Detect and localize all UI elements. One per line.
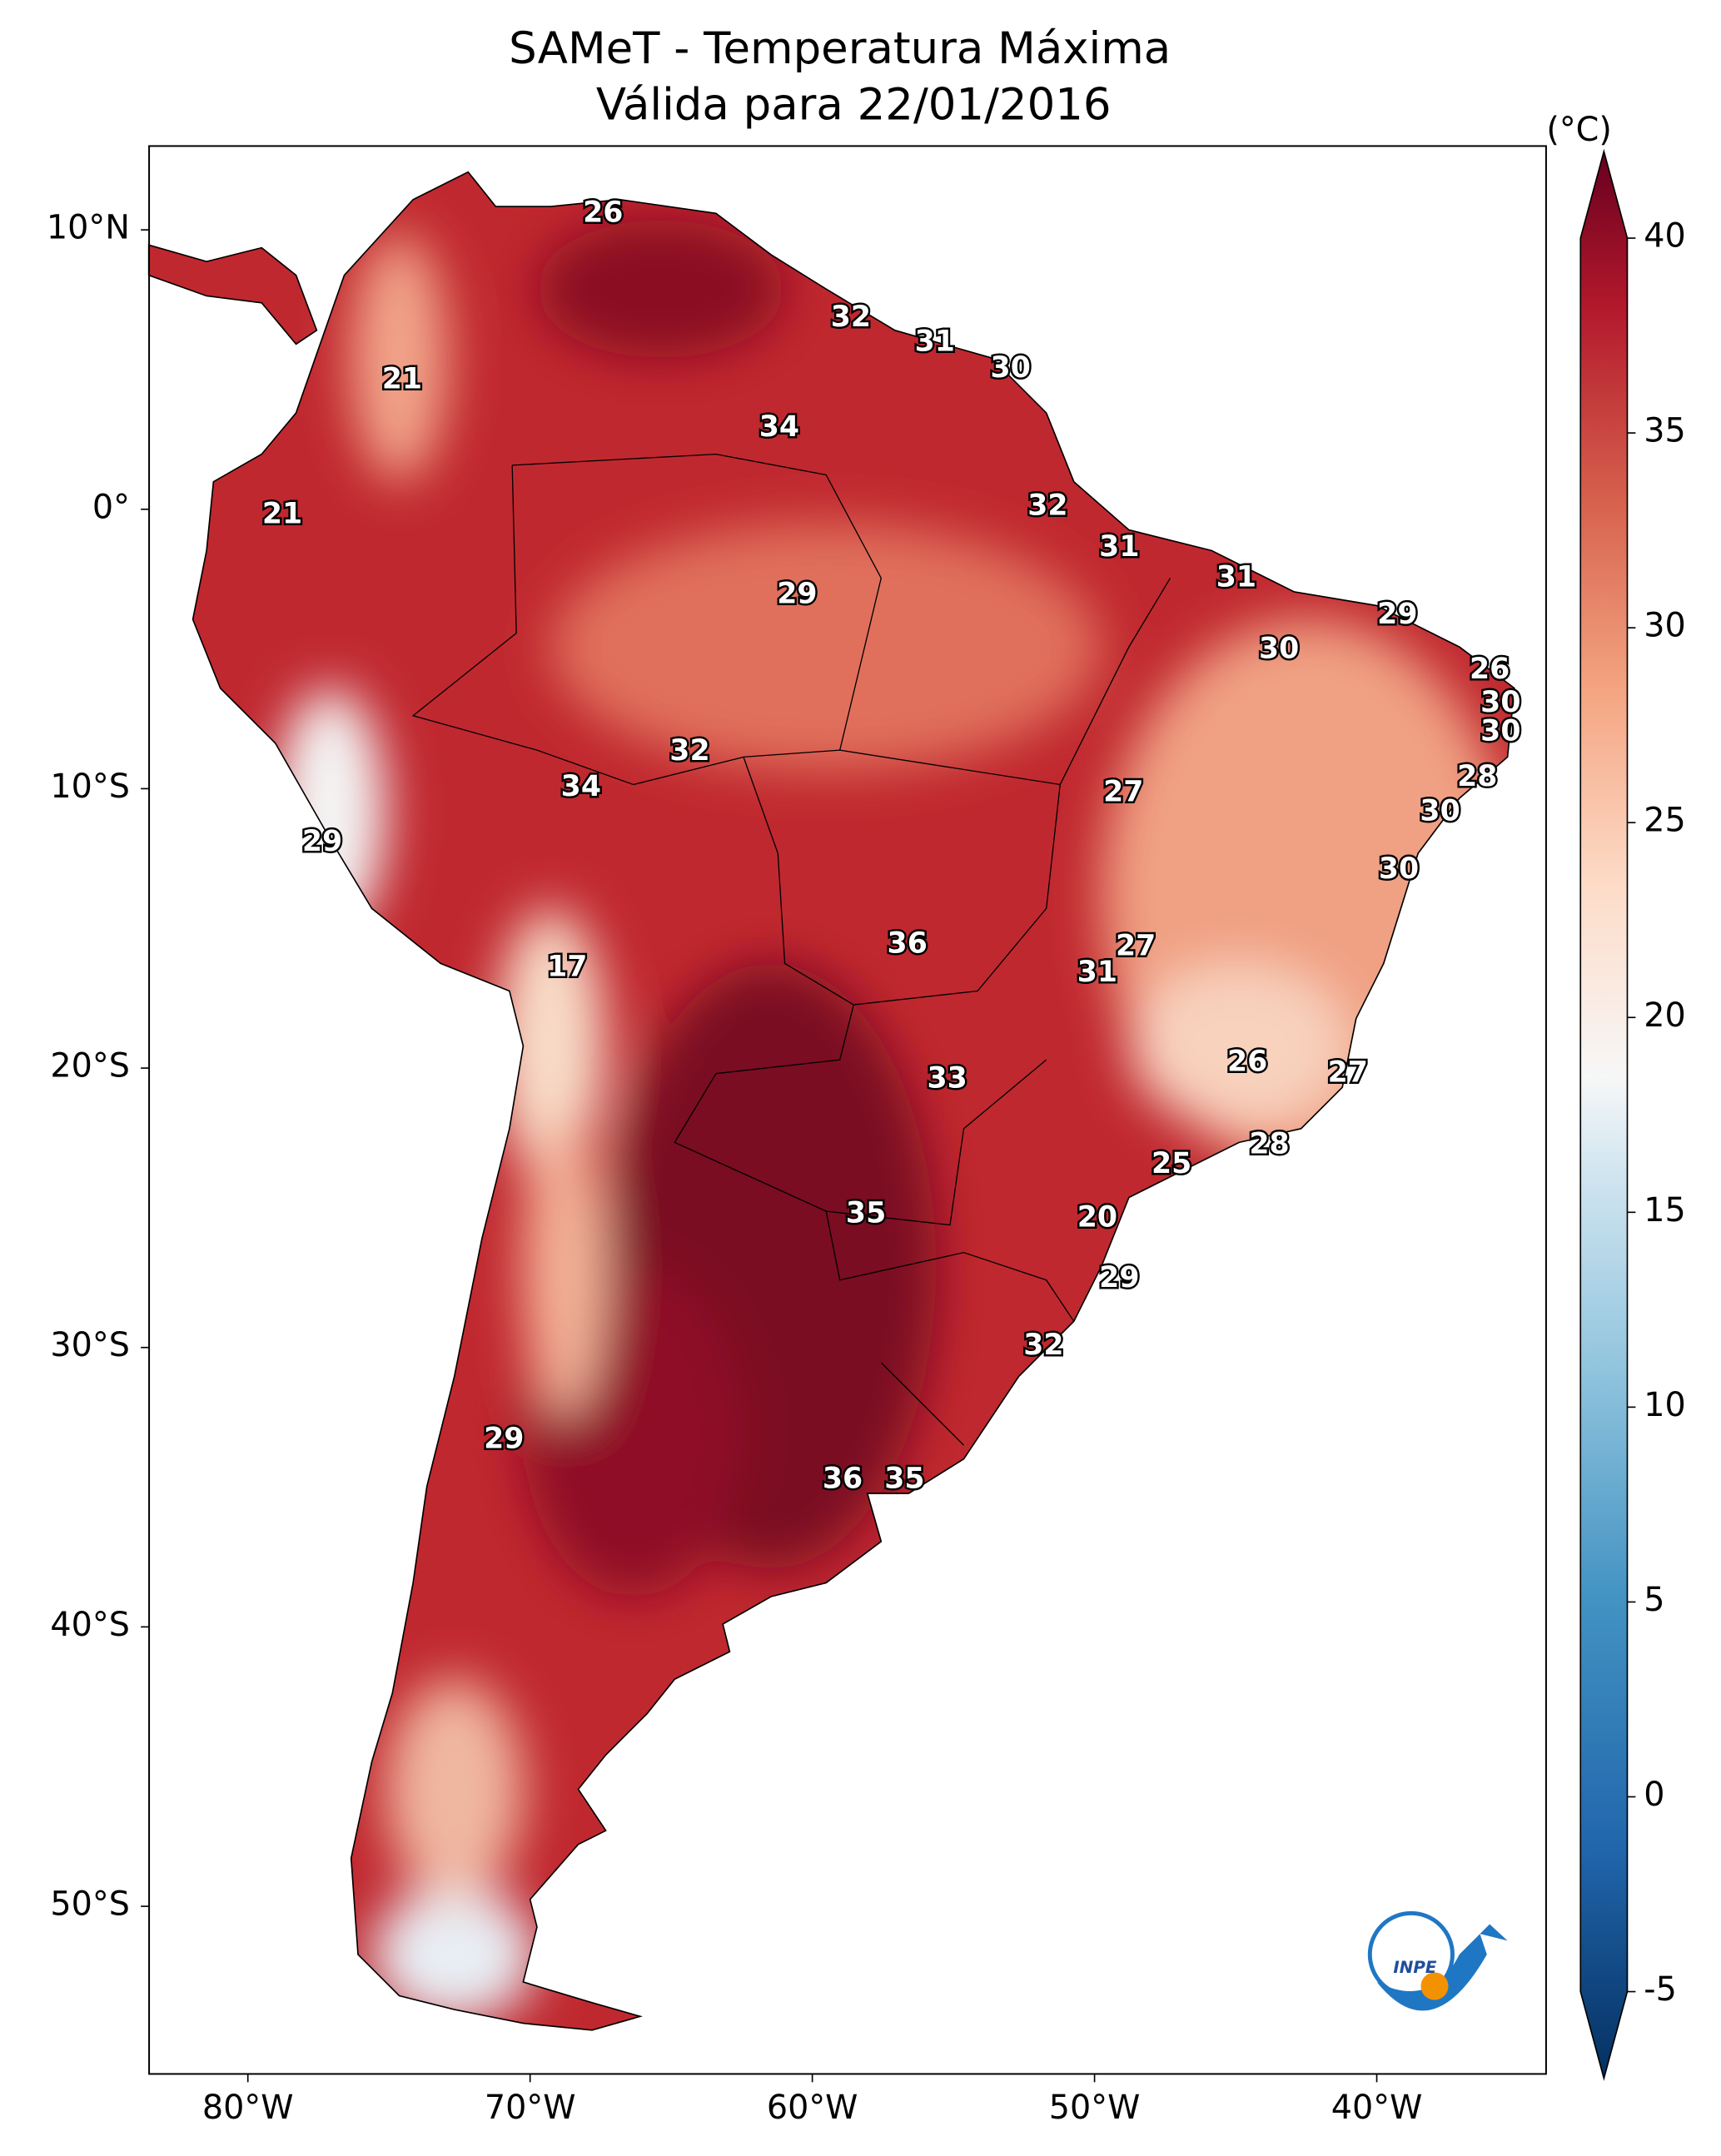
contour-label: 32 [1023,1329,1063,1362]
colorbar-tick-label: 35 [1644,412,1685,450]
contour-label: 27 [1116,930,1156,963]
y-tick-label: 20°S [50,1047,130,1085]
contour-label: 31 [915,325,955,359]
contour-label: 35 [884,1462,924,1495]
colorbar-tick-label: 5 [1644,1581,1664,1619]
x-tick-label: 50°W [1049,2089,1141,2127]
contour-label: 30 [991,351,1031,385]
contour-label: 17 [547,950,587,983]
y-tick-label: 30°S [50,1326,130,1364]
contour-label: 33 [928,1061,967,1095]
inpe-logo: INPE [1367,1910,1508,2011]
x-tick-label: 80°W [202,2089,294,2127]
y-tick-label: 10°S [50,768,130,806]
contour-label: 28 [1249,1128,1289,1161]
contour-label: 20 [1077,1200,1117,1234]
colorbar-tick-label: 15 [1644,1191,1685,1230]
subtitle: Válida para 22/01/2016 [596,80,1112,131]
x-tick-label: 70°W [485,2089,576,2127]
contour-label: 31 [1216,560,1256,594]
contour-label: 36 [888,926,928,960]
colorbar-tick-label: 25 [1644,802,1685,840]
contour-label: 34 [561,770,601,803]
contour-label: 31 [1077,956,1117,989]
contour-label: 32 [669,734,709,768]
contour-label: 30 [1379,852,1419,886]
contour-label: 30 [1480,686,1520,719]
x-tick-label: 60°W [767,2089,858,2127]
contour-label: 29 [777,577,817,610]
y-tick-label: 10°N [47,209,130,247]
colorbar-tick-label: 10 [1644,1386,1685,1424]
contour-label: 29 [484,1423,524,1456]
colorbar-tick-label: 30 [1644,607,1685,645]
contour-label: 29 [1099,1261,1139,1294]
borders [411,453,1171,1446]
contour-label: 25 [1151,1147,1191,1180]
contour-label: 26 [1470,653,1510,686]
colorbar-tick-label: 20 [1644,996,1685,1035]
colorbar-tick-label: -5 [1644,1970,1677,2009]
x-tick-label: 40°W [1331,2089,1423,2127]
contour-label: 21 [262,497,302,530]
title: SAMeT - Temperatura Máxima [509,23,1171,74]
contour-label: 30 [1420,795,1460,828]
contour-label: 31 [1099,530,1139,564]
contour-label: 26 [1227,1045,1267,1078]
contour-label: 34 [759,410,799,444]
y-tick-label: 50°S [50,1885,130,1924]
contour-label: 26 [583,196,623,229]
contour-label: 30 [1480,715,1520,748]
contour-label: 28 [1457,760,1497,793]
contour-label: 29 [1377,598,1417,631]
colorbar-tick-label: 0 [1644,1776,1664,1814]
colorbar-unit: (°C) [1546,111,1612,149]
contour-label: 27 [1328,1056,1368,1090]
contour-label: 21 [382,362,422,395]
logo-text: INPE [1393,1958,1437,1977]
y-tick-label: 40°S [50,1606,130,1644]
contour-label: 30 [1259,632,1299,665]
contour-label: 32 [1027,489,1067,522]
map-frame [148,145,1547,2075]
contour-label: 27 [1103,775,1143,808]
contour-label: 36 [823,1462,863,1495]
contour-label: 29 [302,825,342,858]
colorbar-tick-label: 40 [1644,217,1685,256]
contour-label: 35 [846,1196,886,1230]
colorbar [1579,148,1629,2081]
y-tick-label: 0° [92,488,130,526]
contour-label: 32 [831,301,871,334]
